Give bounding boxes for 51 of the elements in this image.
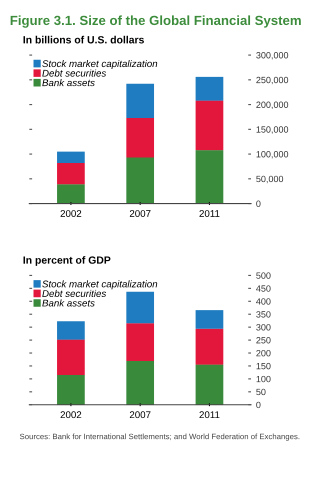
bar <box>196 310 224 329</box>
bar <box>57 152 85 163</box>
bar <box>196 100 224 150</box>
y-tick-label: 400 <box>256 298 271 305</box>
legend-label: Debt securities <box>42 290 106 297</box>
legend-label: Stock market capitalization <box>42 60 158 70</box>
bar <box>126 292 154 324</box>
bar <box>57 162 85 184</box>
y-tick-label: 150 <box>256 362 271 370</box>
y-tick-label: 200 <box>256 350 271 356</box>
bar <box>57 321 85 340</box>
y-tick-label: 50 <box>256 388 266 396</box>
bar <box>126 323 154 362</box>
y-tick-label: 250 <box>256 337 271 344</box>
bar <box>126 158 154 204</box>
bar <box>126 84 154 118</box>
y-tick-label: 350 <box>256 311 271 318</box>
y-tick-label: 500 <box>256 272 271 279</box>
y-tick-label: 450 <box>256 285 271 292</box>
y-tick-label: 300,000 <box>256 52 288 60</box>
y-tick-label: 50,000 <box>256 176 284 184</box>
x-tick-label: 2007 <box>130 210 151 217</box>
x-tick-label: 2007 <box>130 411 151 418</box>
y-tick-label: 200,000 <box>256 102 288 110</box>
x-tick-label: 2002 <box>60 210 82 217</box>
legend-label: Bank assets <box>42 79 95 86</box>
y-tick-label: 100,000 <box>256 151 288 159</box>
x-tick-label: 2011 <box>199 411 220 418</box>
bar <box>196 150 224 204</box>
y-tick-label: 300 <box>256 324 271 331</box>
bar <box>126 118 154 158</box>
bar <box>126 361 154 405</box>
x-tick-label: 2002 <box>60 411 82 418</box>
bar <box>57 340 85 376</box>
y-tick-label: 250,000 <box>256 76 288 84</box>
legend-label: Bank assets <box>42 299 95 307</box>
y-tick-label: 0 <box>256 200 261 207</box>
bar <box>196 76 224 101</box>
y-tick-label: 150,000 <box>256 126 288 134</box>
legend-label: Debt securities <box>42 69 106 77</box>
x-tick-label: 2011 <box>199 210 220 217</box>
y-tick-label: 0 <box>256 402 261 408</box>
bar <box>196 328 224 365</box>
bar <box>57 184 85 204</box>
bar <box>57 375 85 405</box>
y-tick-label: 100 <box>256 376 271 382</box>
chart-title: Figure 3.1. Size of the Global Financial System <box>10 15 301 28</box>
chart-subtitle: In billions of U.S. dollars <box>24 36 144 44</box>
bar <box>196 364 224 405</box>
legend-label: Stock market capitalization <box>42 280 158 290</box>
chart-subtitle: In percent of GDP <box>24 256 110 266</box>
